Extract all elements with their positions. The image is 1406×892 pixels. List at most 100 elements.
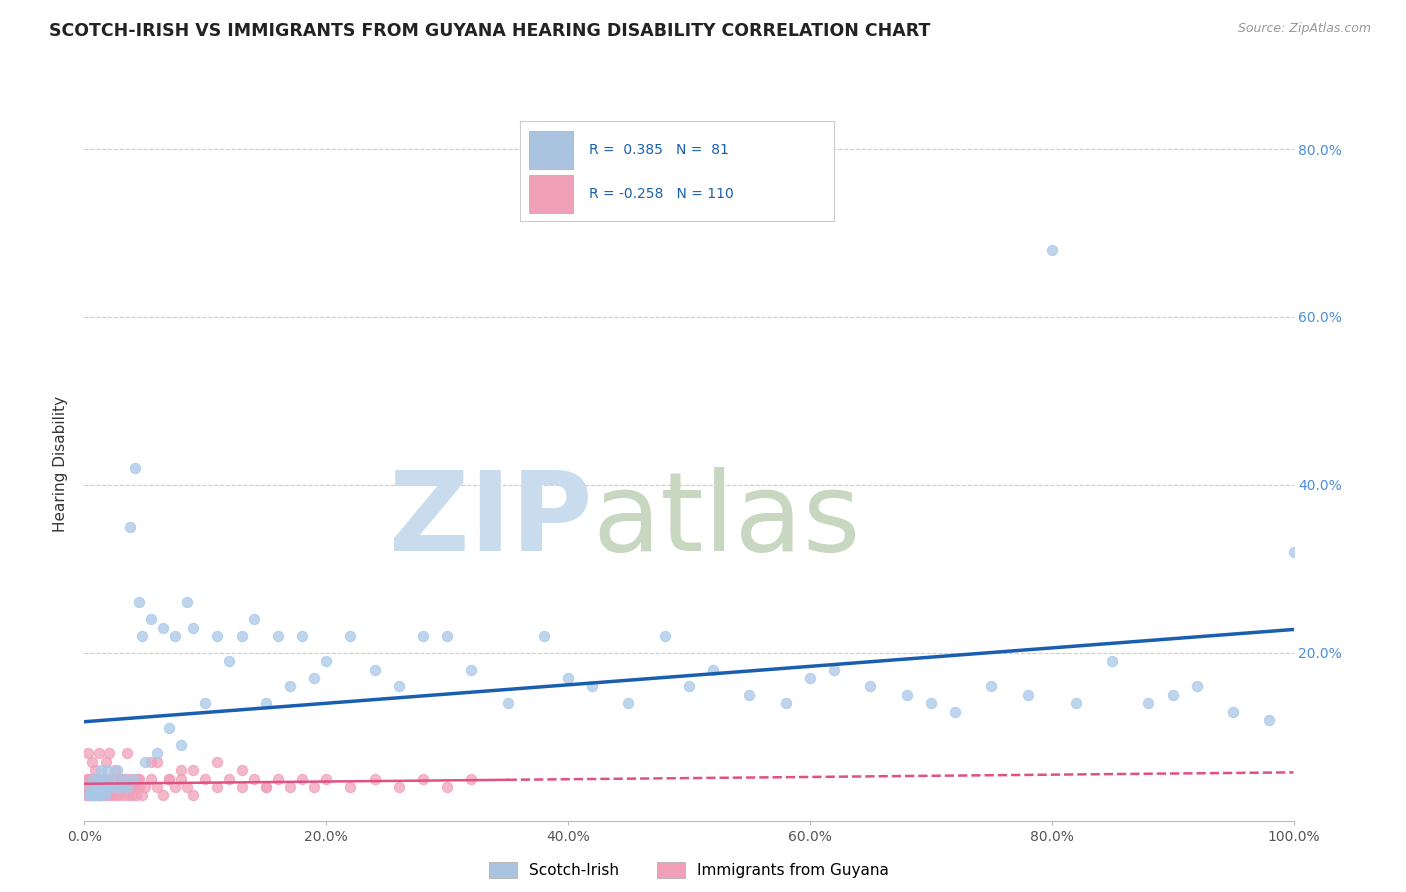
Point [82, 772, 104, 786]
Point [799, 671, 821, 685]
Point [94, 789, 117, 803]
Point [86, 780, 108, 794]
Point [152, 789, 174, 803]
Point [1101, 654, 1123, 668]
Point [86, 789, 108, 803]
Point [242, 772, 264, 786]
Point [581, 679, 603, 693]
Text: SCOTCH-IRISH VS IMMIGRANTS FROM GUYANA HEARING DISABILITY CORRELATION CHART: SCOTCH-IRISH VS IMMIGRANTS FROM GUYANA H… [49, 22, 931, 40]
Point [134, 780, 156, 794]
Point [181, 621, 204, 635]
Point [128, 780, 150, 794]
Point [139, 772, 162, 786]
Text: Source: ZipAtlas.com: Source: ZipAtlas.com [1237, 22, 1371, 36]
Point [128, 772, 150, 786]
Point [131, 789, 153, 803]
Point [79, 772, 101, 786]
Point [93, 772, 115, 786]
Point [97, 780, 120, 794]
Point [111, 772, 134, 786]
Point [104, 764, 127, 778]
Point [388, 679, 411, 693]
Point [157, 772, 180, 786]
Point [90, 772, 112, 786]
Point [98, 772, 121, 786]
Point [122, 772, 145, 786]
Point [104, 780, 127, 794]
Point [90, 764, 112, 778]
Point [104, 780, 127, 794]
Point [89, 772, 111, 786]
Point [181, 764, 204, 778]
Point [1017, 688, 1039, 702]
Point [104, 789, 127, 803]
Point [83, 789, 105, 803]
Point [702, 663, 724, 677]
Point [176, 780, 198, 794]
Point [101, 789, 124, 803]
Point [90, 789, 112, 803]
Point [79, 780, 101, 794]
Point [278, 679, 301, 693]
Point [124, 780, 146, 794]
Point [291, 772, 314, 786]
Point [139, 612, 162, 626]
Point [107, 780, 129, 794]
Point [218, 654, 240, 668]
Point [94, 755, 117, 769]
Point [194, 772, 217, 786]
Point [89, 780, 111, 794]
Point [460, 663, 482, 677]
Point [87, 747, 110, 761]
Point [496, 696, 519, 710]
Point [165, 629, 187, 643]
Point [231, 764, 253, 778]
Point [83, 789, 105, 803]
Point [76, 772, 98, 786]
Point [920, 696, 942, 710]
Point [165, 780, 187, 794]
Point [1137, 696, 1160, 710]
Point [77, 747, 100, 761]
Point [127, 772, 149, 786]
Point [339, 629, 361, 643]
Point [128, 595, 150, 609]
Point [96, 780, 118, 794]
Point [105, 772, 128, 786]
Point [97, 789, 120, 803]
Point [207, 780, 229, 794]
Point [412, 772, 434, 786]
Point [91, 780, 114, 794]
Point [80, 755, 103, 769]
Point [315, 654, 337, 668]
Point [218, 772, 240, 786]
Point [339, 780, 361, 794]
Point [110, 780, 132, 794]
Point [460, 772, 482, 786]
Point [363, 772, 385, 786]
Point [124, 461, 146, 475]
Point [207, 755, 229, 769]
Point [80, 789, 103, 803]
Point [157, 721, 180, 735]
Point [103, 772, 125, 786]
Point [170, 738, 193, 752]
Point [82, 780, 104, 794]
Point [91, 789, 114, 803]
Point [86, 789, 108, 803]
Point [617, 696, 640, 710]
Point [121, 772, 143, 786]
Point [775, 696, 797, 710]
Point [93, 780, 115, 794]
Point [84, 789, 107, 803]
Point [943, 705, 966, 719]
Point [117, 789, 139, 803]
Point [231, 780, 253, 794]
Point [1258, 713, 1281, 727]
Point [176, 595, 198, 609]
Point [1282, 545, 1305, 559]
Point [100, 772, 122, 786]
Point [859, 679, 882, 693]
Point [654, 629, 676, 643]
Point [76, 789, 98, 803]
